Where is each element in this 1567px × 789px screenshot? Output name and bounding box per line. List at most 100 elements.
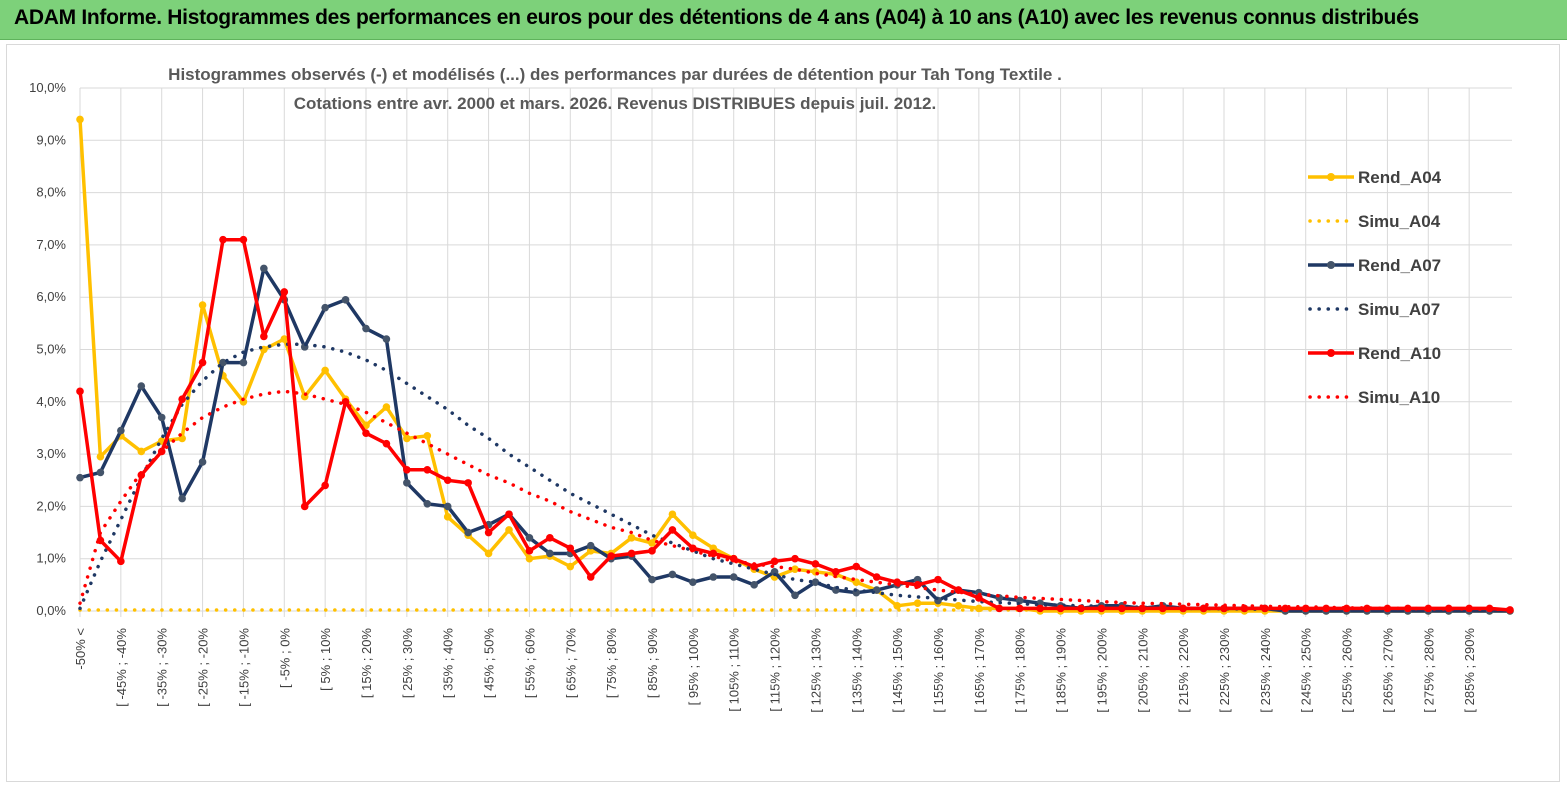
x-tick-label: [ 285% ; 290%: [1462, 628, 1477, 713]
data-point: [1036, 604, 1044, 613]
x-axis: -50% < [ -45% ; -40% [ -35% ; -30% [ -25% ;…: [73, 628, 1477, 713]
legend-label: Rend_A04: [1358, 168, 1442, 187]
data-point: [382, 335, 391, 343]
legend-item-Simu_A04: Simu_A04: [1308, 212, 1441, 231]
data-point: [464, 528, 472, 537]
data-point: [566, 562, 575, 571]
data-point: [239, 358, 248, 367]
y-tick-label: 5,0%: [36, 342, 66, 357]
data-point: [178, 494, 186, 503]
data-point: [1158, 604, 1167, 613]
data-point: [96, 468, 105, 477]
x-tick-label: [ 135% ; 140%: [849, 628, 864, 713]
data-point: [586, 573, 595, 581]
data-point: [627, 533, 636, 542]
data-point: [689, 531, 697, 539]
data-point: [198, 358, 207, 367]
data-point: [1097, 604, 1106, 613]
data-point: [1118, 604, 1126, 613]
series-line: [78, 389, 1512, 612]
data-point: [627, 549, 636, 558]
legend-item-Simu_A07: Simu_A07: [1308, 300, 1440, 319]
x-tick-label: [ 65% ; 70%: [563, 628, 578, 699]
x-tick-label: [ 125% ; 130%: [808, 628, 823, 713]
x-tick-label: -50% <: [73, 628, 88, 670]
x-tick-label: [ 75% ; 80%: [604, 628, 619, 699]
data-point: [443, 502, 452, 511]
data-point: [260, 332, 268, 341]
data-point: [791, 591, 799, 600]
data-point: [423, 465, 432, 474]
y-axis: 0,0% 1,0% 2,0% 3,0% 4,0% 5,0% 6,0% 7,0% 8,0% 9,0%…: [29, 80, 66, 618]
data-point: [280, 288, 289, 296]
y-tick-label: 6,0%: [36, 289, 66, 304]
data-point: [464, 479, 472, 487]
x-tick-label: [ -15% ; -10%: [236, 628, 251, 707]
data-point: [770, 557, 779, 566]
data-point: [1424, 604, 1433, 613]
x-tick-label: [ 115% ; 120%: [768, 628, 783, 712]
x-tick-label: [ 275% ; 280%: [1421, 628, 1436, 713]
data-point: [137, 447, 146, 456]
data-point: [546, 549, 554, 558]
data-point: [280, 335, 289, 343]
y-tick-label: 9,0%: [36, 132, 66, 147]
data-point: [913, 575, 922, 584]
x-tick-label: [ 235% ; 240%: [1258, 628, 1273, 713]
x-tick-label: [ -45% ; -40%: [114, 628, 129, 707]
legend-item-Rend_A04: Rend_A04: [1308, 168, 1442, 187]
series-layer: [76, 115, 1514, 615]
data-point: [791, 565, 799, 573]
data-point: [423, 431, 432, 440]
data-point: [750, 581, 758, 589]
data-point: [341, 398, 350, 406]
legend-item-Rend_A10: Rend_A10: [1308, 344, 1441, 363]
data-point: [709, 573, 718, 581]
data-point: [403, 479, 411, 487]
data-point: [525, 533, 534, 542]
data-point: [1179, 604, 1187, 613]
data-point: [586, 547, 595, 555]
chart-title: Histogrammes observés (-) et modélisés (…: [168, 65, 1062, 84]
data-point: [505, 526, 513, 534]
chart-area: [6, 44, 1560, 782]
data-point: [913, 599, 922, 607]
legend-marker: [1327, 173, 1335, 181]
data-point: [76, 115, 84, 124]
data-point: [525, 547, 534, 555]
data-point: [1363, 604, 1371, 613]
data-point: [137, 382, 146, 390]
data-point: [443, 476, 452, 485]
data-point: [1199, 604, 1208, 613]
data-point: [423, 499, 432, 508]
x-tick-label: [ 105% ; 110%: [727, 628, 742, 712]
data-point: [525, 554, 534, 563]
x-tick-label: [ -25% ; -20%: [196, 628, 211, 707]
data-point: [607, 552, 615, 560]
x-tick-label: [ 45% ; 50%: [482, 628, 497, 699]
legend-label: Rend_A07: [1358, 256, 1441, 275]
series-line: [78, 237, 1511, 612]
data-point: [811, 578, 820, 587]
series-line: [78, 119, 1510, 613]
data-point: [403, 465, 411, 474]
x-tick-label: [ 205% ; 210%: [1135, 628, 1150, 713]
x-tick-label: [ 185% ; 190%: [1054, 628, 1069, 713]
data-point: [1056, 604, 1065, 613]
y-tick-label: 7,0%: [36, 237, 66, 252]
x-tick-label: [ 85% ; 90%: [645, 628, 660, 699]
data-point: [648, 539, 656, 547]
x-tick-label: [ 225% ; 230%: [1217, 628, 1232, 713]
data-point: [1015, 604, 1024, 613]
data-point: [382, 403, 391, 411]
x-tick-label: [ 175% ; 180%: [1013, 628, 1028, 713]
data-point: [750, 562, 758, 571]
data-point: [219, 235, 227, 244]
data-point: [117, 557, 125, 566]
data-point: [1077, 604, 1085, 613]
data-point: [321, 481, 329, 490]
y-tick-label: 2,0%: [36, 498, 66, 513]
data-point: [668, 570, 677, 579]
data-point: [198, 301, 207, 309]
data-point: [321, 366, 329, 375]
